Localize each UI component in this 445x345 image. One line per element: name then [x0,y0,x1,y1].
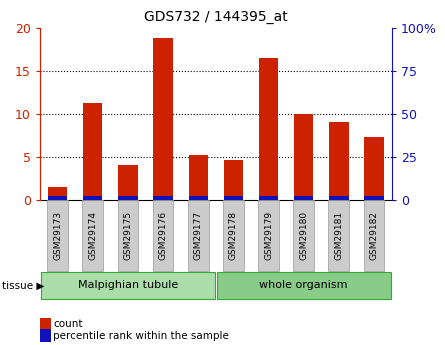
Bar [83,103,102,200]
Bar [118,196,138,200]
Bar [189,155,208,200]
Bar [48,187,67,200]
Bar [364,196,384,200]
Bar [259,196,278,200]
Text: GSM29173: GSM29173 [53,211,62,260]
Text: GSM29174: GSM29174 [88,211,97,260]
Bar [328,200,349,271]
Text: GSM29182: GSM29182 [369,211,379,260]
Text: count: count [53,319,83,329]
Bar [364,137,384,200]
Text: tissue ▶: tissue ▶ [2,281,44,290]
Bar [224,159,243,200]
Bar [118,165,138,200]
Bar [154,38,173,200]
Bar [188,200,209,271]
Text: GSM29181: GSM29181 [334,211,344,260]
Bar [329,122,348,200]
Text: percentile rank within the sample: percentile rank within the sample [53,331,229,341]
Text: GSM29178: GSM29178 [229,211,238,260]
Bar [294,114,313,200]
Bar [223,200,244,271]
Bar [41,272,215,299]
Bar [48,196,67,200]
Bar [153,200,174,271]
Bar [154,196,173,200]
Bar [259,58,278,200]
Text: GSM29177: GSM29177 [194,211,203,260]
Text: whole organism: whole organism [259,280,348,290]
Bar [293,200,314,271]
Text: GSM29175: GSM29175 [123,211,133,260]
Text: GSM29176: GSM29176 [158,211,168,260]
Bar [294,196,313,200]
Bar [83,196,102,200]
Bar [217,272,391,299]
Text: GSM29179: GSM29179 [264,211,273,260]
Bar [47,200,68,271]
Bar [258,200,279,271]
Text: Malpighian tubule: Malpighian tubule [78,280,178,290]
Bar [189,196,208,200]
Bar [364,200,384,271]
Title: GDS732 / 144395_at: GDS732 / 144395_at [144,10,288,24]
Bar [117,200,138,271]
Bar [329,196,348,200]
Text: GSM29180: GSM29180 [299,211,308,260]
Bar [82,200,103,271]
Bar [224,196,243,200]
